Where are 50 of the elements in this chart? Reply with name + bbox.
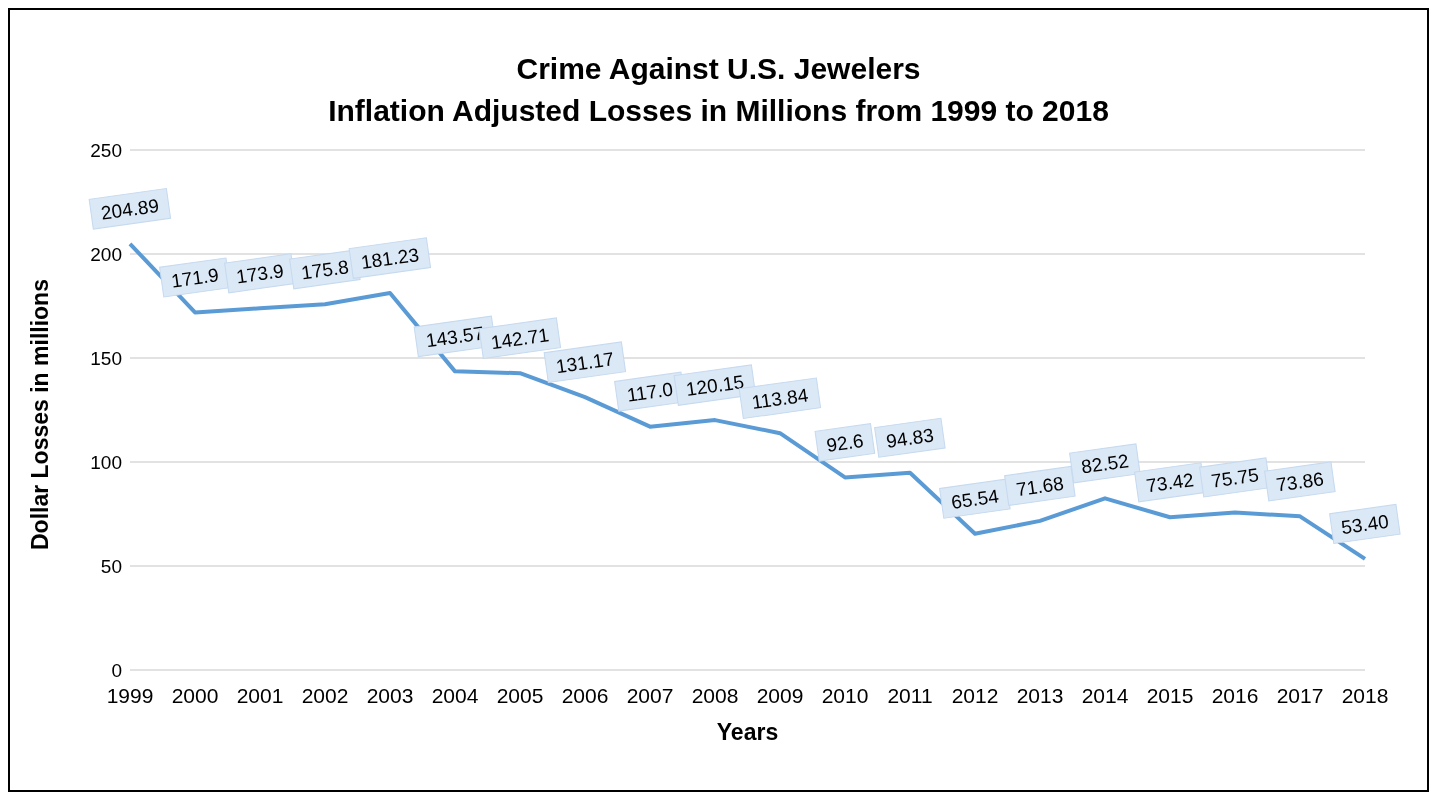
data-label: 82.52 — [1079, 450, 1130, 478]
x-tick-label: 2007 — [626, 683, 674, 707]
data-label: 171.9 — [169, 264, 220, 292]
data-label: 65.54 — [949, 485, 1001, 513]
data-label: 75.75 — [1209, 464, 1260, 492]
data-label: 143.57 — [424, 322, 486, 352]
data-label: 94.83 — [884, 424, 935, 452]
y-tick-label: 100 — [90, 451, 122, 473]
x-tick-label: 2002 — [301, 683, 349, 707]
x-tick-label: 2010 — [821, 683, 869, 707]
data-label: 73.86 — [1274, 468, 1325, 496]
x-tick-label: 2009 — [756, 683, 804, 707]
data-label: 204.89 — [99, 194, 161, 224]
y-tick-label: 50 — [100, 555, 122, 577]
x-tick-label: 2008 — [691, 683, 739, 707]
x-tick-label: 2014 — [1081, 683, 1129, 707]
data-label: 113.84 — [750, 384, 810, 414]
data-label: 53.40 — [1339, 510, 1390, 539]
x-tick-label: 2000 — [171, 683, 219, 707]
y-axis-title: Dollar Losses in millions — [27, 279, 54, 550]
chart-title: Crime Against U.S. Jewelers — [515, 51, 922, 87]
chart-subtitle: Inflation Adjusted Losses in Millions from 1999 to 2018 — [327, 93, 1110, 129]
x-axis-title: Years — [716, 719, 779, 745]
data-label: 71.68 — [1014, 472, 1065, 501]
data-label: 117.0 — [625, 378, 675, 406]
y-tick-label: 0 — [111, 659, 122, 681]
x-tick-label: 2013 — [1016, 683, 1064, 707]
x-tick-label: 2018 — [1341, 683, 1389, 707]
x-tick-label: 2011 — [887, 683, 933, 707]
x-tick-label: 2003 — [366, 683, 414, 707]
data-label: 73.42 — [1144, 469, 1195, 497]
x-tick-label: 2006 — [561, 683, 609, 707]
data-label: 120.15 — [684, 371, 746, 401]
data-label: 173.9 — [234, 260, 285, 288]
x-tick-label: 2016 — [1211, 683, 1259, 707]
y-tick-label: 150 — [90, 347, 122, 369]
data-label: 142.71 — [489, 324, 551, 354]
data-label: 92.6 — [825, 429, 865, 456]
x-tick-label: 2004 — [431, 683, 479, 707]
data-label: 131.17 — [554, 348, 616, 378]
x-tick-label: 2005 — [496, 683, 544, 707]
data-label: 175.8 — [299, 256, 350, 284]
x-tick-label: 2012 — [951, 683, 999, 707]
x-tick-label: 2017 — [1276, 683, 1324, 707]
x-tick-label: 1999 — [106, 683, 154, 707]
y-tick-label: 200 — [90, 243, 122, 265]
x-tick-label: 2001 — [236, 683, 284, 707]
y-tick-label: 250 — [90, 139, 122, 161]
x-tick-label: 2015 — [1146, 683, 1194, 707]
data-label: 181.23 — [359, 244, 421, 273]
